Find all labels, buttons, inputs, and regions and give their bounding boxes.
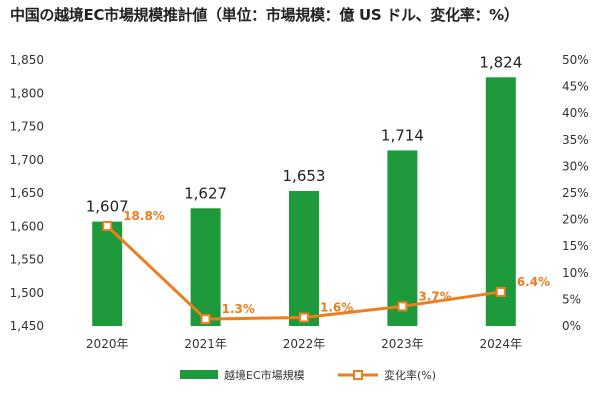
y-right-tick-label: 35% — [562, 133, 589, 147]
x-tick-label: 2023年 — [381, 337, 424, 351]
y-right-tick-label: 15% — [562, 239, 589, 253]
bar-value-label: 1,607 — [86, 198, 129, 216]
bar — [92, 221, 123, 326]
chart-title: 中国の越境EC市場規模推計値（単位：市場規模：億 US ドル、変化率：%） — [10, 6, 519, 24]
rate-point — [200, 314, 211, 325]
legend-line-marker — [353, 370, 363, 380]
x-tick-label: 2024年 — [480, 337, 523, 351]
bar — [387, 150, 418, 326]
x-tick-label: 2021年 — [184, 337, 227, 351]
legend-bar-label: 越境EC市場規模 — [224, 368, 305, 382]
legend-bar-swatch — [180, 370, 218, 379]
y-right-tick-label: 0% — [562, 319, 581, 333]
y-right-tick-label: 25% — [562, 186, 589, 200]
bar — [485, 77, 516, 326]
y-right-tick-label: 5% — [562, 292, 581, 306]
rate-value-label: 6.4% — [517, 275, 550, 289]
y-left-tick-label: 1,600 — [10, 219, 44, 233]
x-tick-label: 2020年 — [86, 337, 129, 351]
x-tick-label: 2022年 — [283, 337, 326, 351]
rate-point — [397, 301, 408, 312]
legend-line-label: 変化率(%) — [384, 368, 436, 382]
bar-value-label: 1,714 — [381, 126, 424, 144]
rate-value-label: 18.8% — [123, 209, 165, 223]
rate-point — [102, 220, 113, 231]
y-left-tick-label: 1,550 — [10, 253, 44, 267]
rate-value-label: 1.3% — [222, 302, 255, 316]
y-left-tick-label: 1,500 — [10, 286, 44, 300]
y-right-tick-label: 30% — [562, 159, 589, 173]
bar-value-label: 1,653 — [283, 167, 326, 185]
bar — [289, 191, 319, 326]
y-right-tick-label: 50% — [562, 53, 589, 67]
rate-point — [495, 286, 506, 297]
bar-value-label: 1,627 — [184, 184, 227, 202]
y-left-tick-label: 1,800 — [10, 86, 44, 100]
y-left-tick-label: 1,650 — [10, 186, 44, 200]
y-right-tick-label: 40% — [562, 106, 589, 120]
bar — [190, 208, 221, 326]
y-left-tick-label: 1,750 — [10, 120, 44, 134]
y-left-tick-label: 1,850 — [10, 53, 44, 67]
y-right-tick-label: 45% — [562, 80, 589, 94]
y-left-tick-label: 1,700 — [10, 153, 44, 167]
y-right-tick-label: 10% — [562, 266, 589, 280]
rate-value-label: 3.7% — [418, 289, 451, 303]
y-right-tick-label: 20% — [562, 213, 589, 227]
bar-value-label: 1,824 — [479, 53, 522, 71]
rate-value-label: 1.6% — [320, 300, 353, 314]
y-left-tick-label: 1,450 — [10, 319, 44, 333]
rate-point — [299, 312, 309, 323]
